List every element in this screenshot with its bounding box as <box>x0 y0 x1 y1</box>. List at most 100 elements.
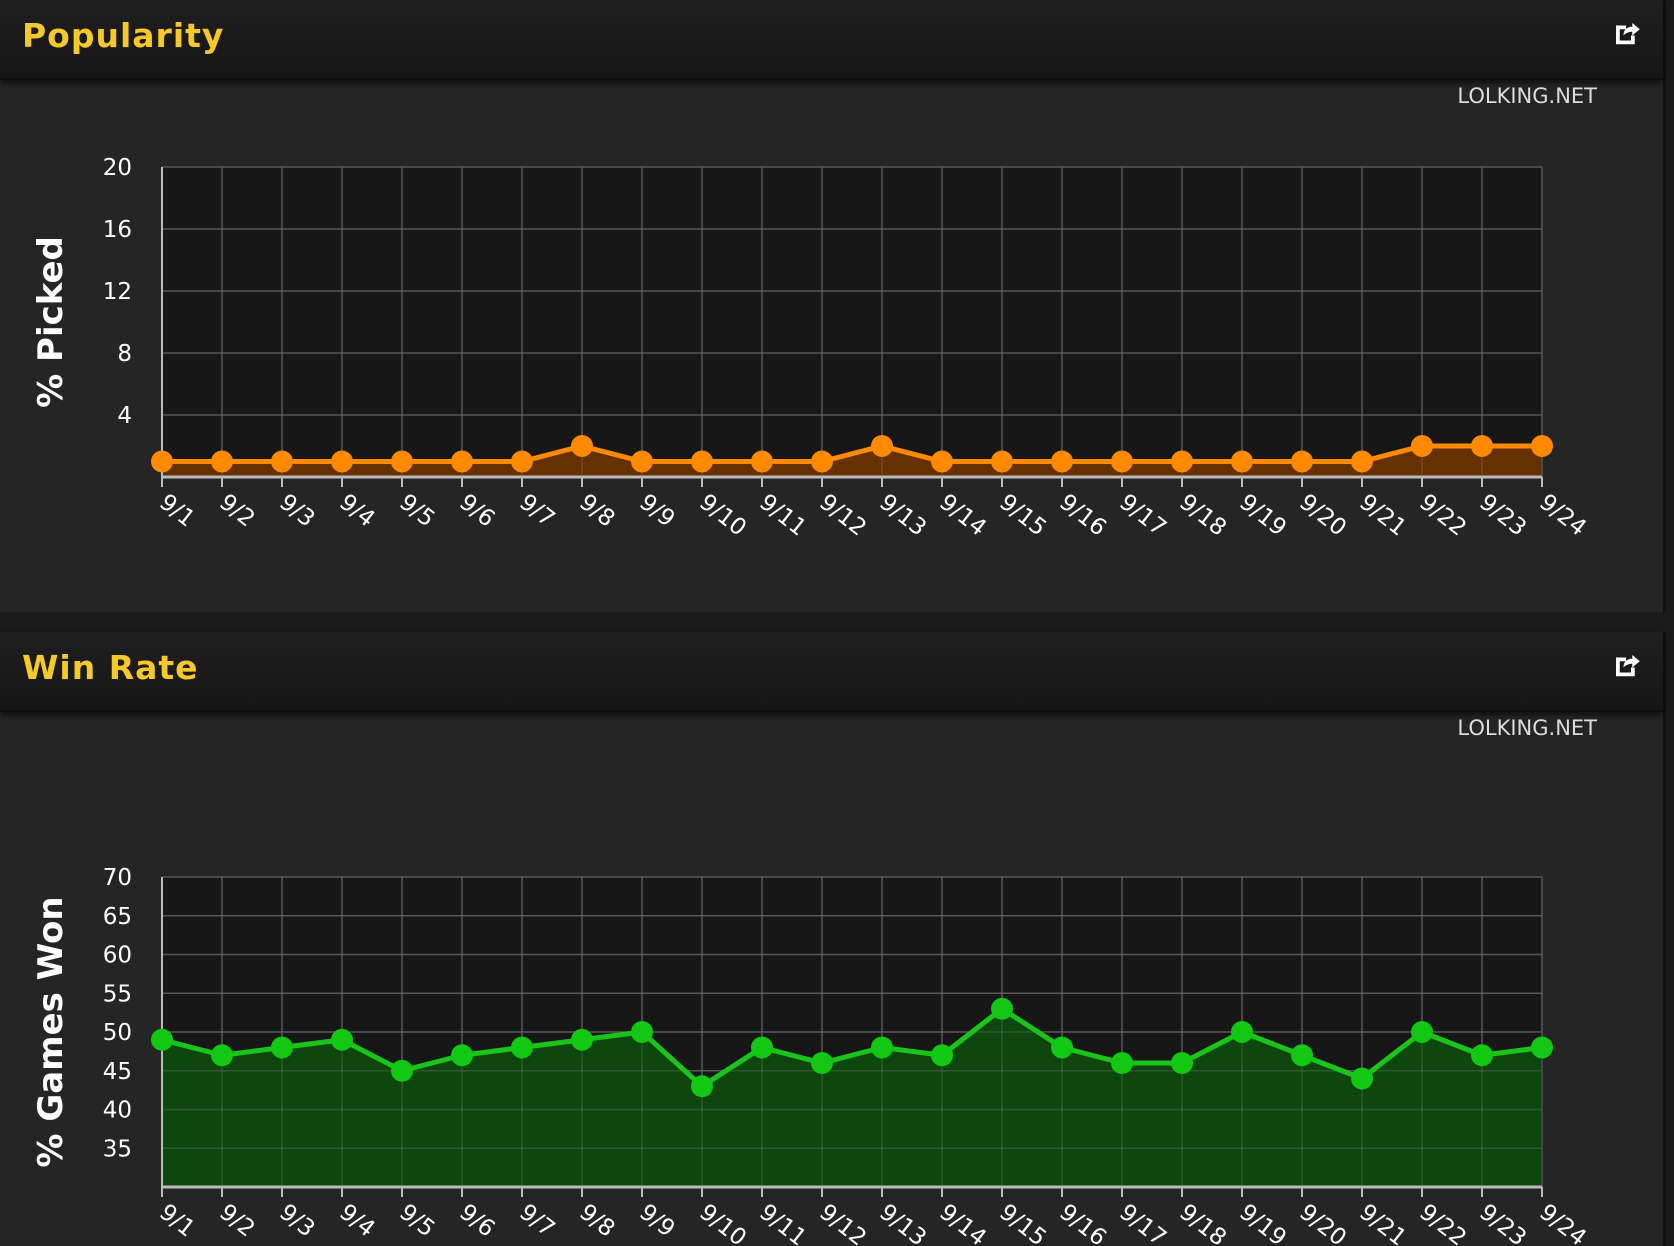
data-point <box>751 450 773 473</box>
data-point <box>511 1036 533 1059</box>
x-tick-label: 9/21 <box>1354 1199 1411 1246</box>
x-tick-label: 9/15 <box>994 489 1051 541</box>
x-tick-label: 9/17 <box>1114 489 1171 541</box>
data-point <box>1171 1052 1193 1074</box>
data-point <box>331 450 353 473</box>
x-tick-label: 9/5 <box>394 489 439 532</box>
x-tick-label: 9/16 <box>1054 1199 1111 1246</box>
y-tick-label: 45 <box>103 1059 132 1085</box>
x-tick-label: 9/9 <box>634 1199 679 1242</box>
data-point <box>631 1021 653 1043</box>
y-tick-label: 60 <box>103 943 132 969</box>
x-tick-label: 9/24 <box>1534 489 1591 541</box>
x-tick-label: 9/23 <box>1474 1199 1531 1246</box>
data-point <box>151 1028 173 1051</box>
win-rate-chart: 35 40 45 50 55 60 65 70 9/1 9/2 9/3 9/4 9/5 9/6 9/7 9/8… <box>31 865 1591 1246</box>
x-tick-label: 9/13 <box>874 489 931 541</box>
x-tick-label: 9/2 <box>214 1199 259 1242</box>
x-tick-label: 9/22 <box>1414 1199 1471 1246</box>
win-rate-panel: Win Rate LOLKING.NET 35 40 45 50 55 60 65 70 9/1… <box>0 632 1666 1246</box>
x-tick-label: 9/11 <box>754 1199 811 1246</box>
data-point <box>571 435 593 457</box>
x-tick-label: 9/10 <box>694 1199 751 1246</box>
plot-background <box>162 167 1542 477</box>
export-share-icon[interactable] <box>1611 18 1641 48</box>
x-tick-label: 9/21 <box>1354 489 1411 541</box>
data-point <box>1111 450 1133 473</box>
export-share-icon[interactable] <box>1611 650 1641 680</box>
x-tick-label: 9/13 <box>874 1199 931 1246</box>
y-tick-label: 55 <box>103 981 132 1007</box>
data-point <box>451 1044 473 1067</box>
x-tick-label: 9/22 <box>1414 489 1471 541</box>
x-tick-label: 9/18 <box>1174 489 1231 541</box>
y-tick-label: 40 <box>103 1098 132 1124</box>
data-point <box>871 1036 893 1059</box>
x-tick-label: 9/4 <box>334 1199 379 1242</box>
data-point <box>1291 1044 1313 1067</box>
x-tick-label: 9/20 <box>1294 489 1351 541</box>
data-point <box>1231 1021 1253 1043</box>
data-point <box>1231 450 1253 473</box>
x-tick-label: 9/19 <box>1234 1199 1291 1246</box>
x-tick-label: 9/1 <box>154 1199 199 1242</box>
y-tick-label: 70 <box>103 865 132 891</box>
x-tick-label: 9/3 <box>274 489 319 532</box>
y-axis-title: % Picked <box>31 236 71 408</box>
data-point <box>871 435 893 457</box>
data-point <box>271 1036 293 1059</box>
data-point <box>1111 1052 1133 1074</box>
panel-header: Win Rate <box>0 632 1663 712</box>
x-tick-label: 9/14 <box>934 489 991 541</box>
panel-title: Popularity <box>22 16 225 55</box>
data-point <box>1051 1036 1073 1059</box>
data-point <box>931 450 953 473</box>
x-tick-label: 9/11 <box>754 489 811 541</box>
data-point <box>1291 450 1313 473</box>
data-point <box>1531 435 1553 457</box>
data-point <box>1051 450 1073 473</box>
data-point <box>511 450 533 473</box>
data-point <box>391 450 413 473</box>
x-tick-label: 9/17 <box>1114 1199 1171 1246</box>
y-tick-label: 50 <box>103 1020 132 1046</box>
y-tick-label: 65 <box>103 904 132 930</box>
data-point <box>571 1028 593 1051</box>
x-tick-label: 9/4 <box>334 489 379 532</box>
data-point <box>1351 1067 1373 1090</box>
x-tick-label: 9/20 <box>1294 1199 1351 1246</box>
data-point <box>991 450 1013 473</box>
data-point <box>1411 435 1433 457</box>
x-tick-label: 9/8 <box>574 489 619 532</box>
x-tick-label: 9/15 <box>994 1199 1051 1246</box>
data-point <box>691 450 713 473</box>
x-tick-label: 9/6 <box>454 489 499 532</box>
y-tick-label: 4 <box>117 403 132 429</box>
data-point <box>1411 1021 1433 1043</box>
data-point <box>751 1036 773 1059</box>
data-point <box>1171 450 1193 473</box>
x-tick-label: 9/1 <box>154 489 199 532</box>
chart-credit[interactable]: LOLKING.NET <box>1457 716 1597 740</box>
data-point <box>1351 450 1373 473</box>
series-area <box>162 1008 1542 1187</box>
panel-header: Popularity <box>0 0 1663 80</box>
x-tick-label: 9/9 <box>634 489 679 532</box>
data-point <box>451 450 473 473</box>
y-tick-label: 35 <box>103 1136 132 1162</box>
data-point <box>691 1075 713 1098</box>
data-point <box>1471 1044 1493 1067</box>
data-point <box>151 450 173 473</box>
x-tick-label: 9/6 <box>454 1199 499 1242</box>
chart-credit[interactable]: LOLKING.NET <box>1457 84 1597 108</box>
data-point <box>331 1028 353 1051</box>
x-tick-label: 9/19 <box>1234 489 1291 541</box>
data-point <box>811 450 833 473</box>
panel-title: Win Rate <box>22 648 199 687</box>
x-tick-label: 9/2 <box>214 489 259 532</box>
x-tick-label: 9/14 <box>934 1199 991 1246</box>
data-point <box>1531 1036 1553 1059</box>
x-tick-label: 9/16 <box>1054 489 1111 541</box>
data-point <box>211 1044 233 1067</box>
x-tick-label: 9/7 <box>514 489 559 532</box>
